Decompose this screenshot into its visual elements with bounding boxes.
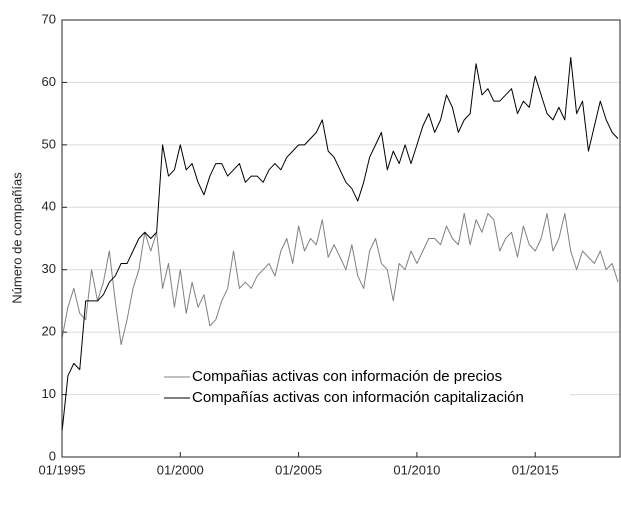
y-tick-label: 50 xyxy=(42,136,56,151)
data-line xyxy=(61,56,619,433)
data-line xyxy=(61,213,619,346)
y-tick-label: 60 xyxy=(42,74,56,89)
x-tick-label: 01/2010 xyxy=(393,462,440,477)
plot-frame xyxy=(61,19,621,458)
legend-label: Compañias activas con información de pre… xyxy=(192,368,502,385)
y-tick-label: 10 xyxy=(42,386,56,401)
y-tick-label: 70 xyxy=(42,11,56,26)
y-axis-label: Número de compañías xyxy=(9,172,24,304)
x-tick-label: 01/2015 xyxy=(512,462,559,477)
x-tick-label: 01/2005 xyxy=(275,462,322,477)
y-tick-label: 20 xyxy=(42,324,56,339)
x-tick-label: 01/2000 xyxy=(157,462,204,477)
y-tick-label: 30 xyxy=(42,261,56,276)
y-tick-label: 40 xyxy=(42,199,56,214)
legend-label: Compañías activas con información capita… xyxy=(192,389,524,406)
y-tick-label: 0 xyxy=(49,448,56,463)
legend-box xyxy=(160,364,570,410)
x-tick-label: 01/1995 xyxy=(39,462,86,477)
